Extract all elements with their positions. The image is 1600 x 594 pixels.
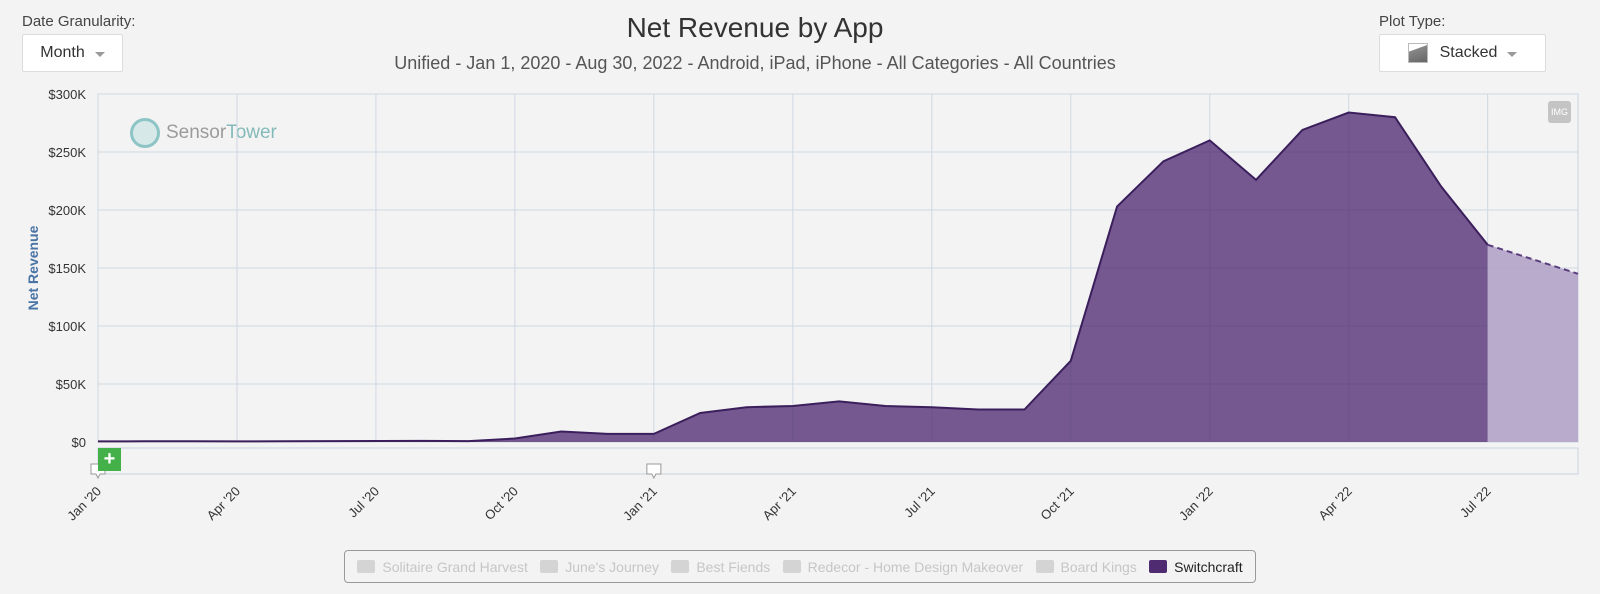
y-tick-label: $300K [48,87,86,102]
area-chart-icon [1407,43,1428,63]
chart-title: Net Revenue by App [626,12,884,43]
legend-swatch [357,560,376,573]
data-point [1394,116,1397,119]
data-point [1162,160,1165,163]
plot-type-label: Plot Type: [1379,13,1446,30]
x-tick-label: Jan '21 [620,484,660,524]
x-tick-label: Jul '21 [901,484,938,521]
y-tick-label: $250K [48,145,86,160]
chart-legend: Solitaire Grand Harvest June's Journey Bes… [344,550,1256,583]
add-annotation-button[interactable]: + [98,448,121,471]
legend-swatch [1149,560,1168,573]
y-tick-label: $0 [72,435,86,450]
data-point [189,440,192,443]
data-point [282,440,285,443]
x-tick-label: Apr '22 [1315,484,1354,523]
data-point [1023,408,1026,411]
legend-item[interactable]: Best Fiends [671,559,770,575]
data-point [1347,111,1350,114]
legend-swatch [540,560,559,573]
granularity-value: Month [40,44,85,61]
x-tick-label: Jan '20 [64,484,104,524]
y-tick-label: $50K [56,377,87,392]
data-point [560,430,563,433]
legend-label: June's Journey [565,558,659,575]
y-tick-label: $200K [48,203,86,218]
x-tick-label: Oct '20 [482,484,521,523]
x-tick-label: Apr '20 [204,484,243,523]
data-point [1116,205,1119,208]
legend-item[interactable]: Redecor - Home Design Makeover [782,558,1024,575]
y-axis-title: Net Revenue [25,225,41,310]
data-point [1301,128,1304,131]
data-point [977,408,980,411]
data-point [467,440,470,443]
y-tick-label: $150K [48,261,86,276]
data-point [652,432,655,435]
data-point [1255,178,1258,181]
data-point [235,440,238,443]
data-point [1440,185,1443,188]
legend-label: Switchcraft [1174,558,1243,575]
data-point [606,432,609,435]
series-line-switchcraft [97,111,1489,443]
plot-type-value: Stacked [1439,44,1498,61]
data-point [1208,139,1211,142]
data-point [328,440,331,443]
legend-label: Best Fiends [696,558,771,575]
data-point [699,412,702,415]
x-tick-label: Jul '20 [345,484,382,521]
navigator-strip [97,447,1579,475]
chevron-down-icon [94,51,105,57]
data-point [513,437,516,440]
export-image-button[interactable]: IMG [1548,101,1571,123]
series-area-switchcraft [98,112,1488,442]
granularity-dropdown[interactable]: Month [22,34,123,72]
x-tick-label: Oct '21 [1037,484,1076,523]
plot-type-dropdown[interactable]: Stacked [1379,34,1546,72]
series-area-projected [1487,244,1578,442]
legend-swatch [782,560,801,573]
data-point [421,439,424,442]
chevron-down-icon [1507,51,1518,57]
data-point [930,406,933,409]
legend-label: Solitaire Grand Harvest [382,558,528,575]
x-tick-label: Apr '21 [760,484,799,523]
y-tick-label: $100K [48,319,86,334]
legend-item[interactable]: Solitaire Grand Harvest [357,559,528,575]
sensortower-watermark: SensorTower [130,118,277,148]
series-line-projected [1487,243,1579,275]
watermark-brand-a: Sensor [166,122,227,143]
data-point [884,405,887,408]
sensortower-logo-icon [130,118,160,148]
legend-item[interactable]: June's Journey [540,559,659,575]
x-tick-label: Jul '22 [1457,484,1494,521]
data-point [1069,359,1072,362]
legend-item[interactable]: Board Kings [1035,558,1137,575]
data-point [1486,243,1489,246]
data-point [97,440,100,443]
data-point [791,405,794,408]
legend-label: Redecor - Home Design Makeover [807,558,1024,575]
granularity-label: Date Granularity: [22,13,136,30]
chart-subtitle: Unified - Jan 1, 2020 - Aug 30, 2022 - A… [394,53,1116,73]
legend-label: Board Kings [1060,558,1137,575]
annotation-flag-icon [646,463,662,480]
data-point [143,440,146,443]
x-tick-label: Jan '22 [1176,484,1216,524]
data-point [745,406,748,409]
watermark-brand-b: Tower [226,122,277,143]
data-point [1577,272,1580,275]
legend-swatch [1035,560,1054,573]
data-point [374,439,377,442]
legend-item[interactable]: Switchcraft [1149,558,1243,575]
data-point [838,400,841,403]
legend-swatch [671,560,690,573]
